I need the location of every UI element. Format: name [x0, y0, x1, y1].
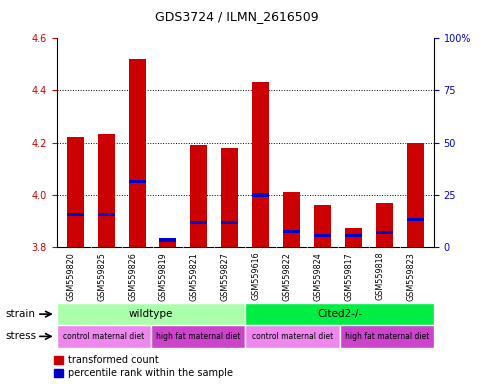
Text: GSM559824: GSM559824 [314, 252, 322, 301]
Bar [245, 303, 434, 325]
Bar [151, 325, 245, 348]
Bar [340, 325, 434, 348]
Bar [252, 194, 269, 197]
Bar [283, 230, 300, 233]
Bar [221, 221, 238, 224]
Text: Cited2-/-: Cited2-/- [317, 309, 362, 319]
Text: control maternal diet: control maternal diet [63, 332, 144, 341]
Bar [407, 218, 424, 222]
Text: GSM559820: GSM559820 [66, 252, 75, 301]
Bar [245, 325, 340, 348]
Bar [67, 137, 84, 247]
Bar [283, 192, 300, 247]
Bar [376, 203, 393, 247]
Text: strain: strain [6, 309, 36, 319]
Bar [407, 143, 424, 247]
Bar [252, 83, 269, 247]
Bar [190, 221, 208, 224]
Bar [314, 234, 331, 237]
Text: GSM559821: GSM559821 [190, 252, 199, 301]
Bar [159, 238, 176, 242]
Text: GSM559822: GSM559822 [282, 252, 292, 301]
Text: control maternal diet: control maternal diet [252, 332, 333, 341]
Text: GSM559827: GSM559827 [221, 252, 230, 301]
Text: GSM559819: GSM559819 [159, 252, 168, 301]
Text: GSM559825: GSM559825 [97, 252, 106, 301]
Text: high fat maternal diet: high fat maternal diet [156, 332, 240, 341]
Text: high fat maternal diet: high fat maternal diet [345, 332, 429, 341]
Legend: transformed count, percentile rank within the sample: transformed count, percentile rank withi… [54, 355, 233, 378]
Bar [57, 303, 245, 325]
Text: GSM559823: GSM559823 [406, 252, 415, 301]
Text: GSM559818: GSM559818 [375, 252, 385, 300]
Bar [345, 234, 362, 237]
Bar [221, 148, 238, 247]
Text: GDS3724 / ILMN_2616509: GDS3724 / ILMN_2616509 [155, 10, 318, 23]
Bar [67, 213, 84, 216]
Text: GSM559616: GSM559616 [252, 252, 261, 300]
Bar [345, 228, 362, 247]
Bar [190, 145, 208, 247]
Bar [98, 213, 115, 216]
Bar [159, 242, 176, 247]
Bar [129, 180, 145, 184]
Text: wildtype: wildtype [129, 309, 173, 319]
Text: stress: stress [6, 331, 37, 341]
Text: GSM559826: GSM559826 [128, 252, 137, 301]
Bar [314, 205, 331, 247]
Bar [98, 134, 115, 247]
Bar [129, 59, 145, 247]
Text: GSM559817: GSM559817 [345, 252, 353, 301]
Bar [57, 325, 151, 348]
Bar [376, 231, 393, 235]
